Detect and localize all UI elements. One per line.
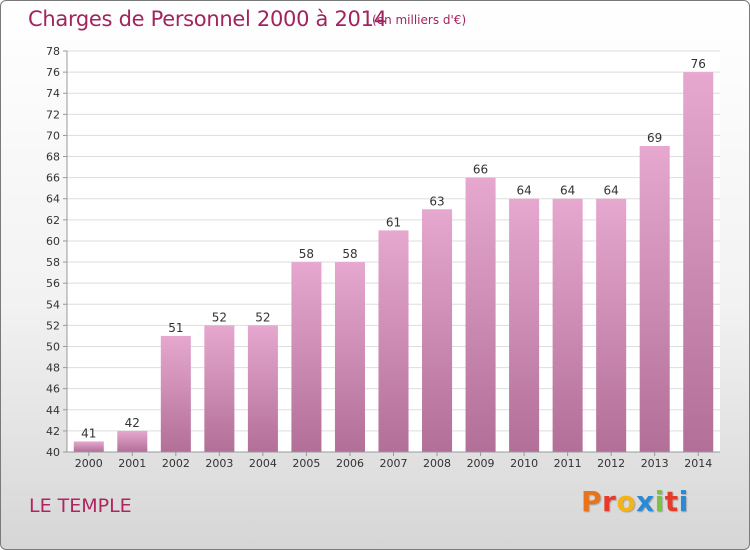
logo-letter: o — [616, 485, 637, 518]
x-tick-label-2001: 2001 — [118, 457, 146, 470]
x-tick-label-2005: 2005 — [292, 457, 320, 470]
y-axis-ticks: 40 42 44 46 48 50 52 54 56 58 60 62 64 66 68 70 72 74 76 78 — [46, 45, 67, 459]
y-tick-label: 42 — [46, 425, 60, 438]
value-label-2003: 52 — [212, 310, 227, 324]
logo-letter: x — [636, 485, 655, 518]
chart-title: Charges de Personnel 2000 à 2014 — [28, 7, 387, 31]
x-tick-label-2011: 2011 — [554, 457, 582, 470]
y-tick-label: 68 — [46, 151, 60, 164]
x-tick-label-2012: 2012 — [597, 457, 625, 470]
value-label-2002: 51 — [168, 321, 183, 335]
value-label-2001: 42 — [125, 416, 140, 430]
bar-2005 — [291, 262, 322, 452]
value-label-2008: 63 — [429, 194, 444, 208]
x-tick-label-2006: 2006 — [336, 457, 364, 470]
y-tick-label: 48 — [46, 362, 60, 375]
bar-2004 — [247, 325, 278, 452]
y-tick-label: 62 — [46, 214, 60, 227]
bar-2010 — [509, 198, 540, 452]
y-tick-label: 52 — [46, 319, 60, 332]
logo-letter: i — [678, 485, 689, 518]
bars: 41 42 51 52 52 58 58 61 63 66 64 64 64 69 76 — [73, 57, 714, 453]
bar-2011 — [552, 198, 583, 452]
x-tick-label-2013: 2013 — [641, 457, 669, 470]
y-tick-label: 60 — [46, 235, 60, 248]
logo-letter: r — [602, 485, 617, 518]
value-label-2007: 61 — [386, 215, 401, 229]
bar-2000 — [73, 441, 104, 452]
logo-letter: i — [654, 485, 665, 518]
y-tick-label: 54 — [46, 298, 60, 311]
commune-name: LE TEMPLE — [29, 495, 132, 517]
value-label-2012: 64 — [604, 184, 619, 198]
bar-2007 — [378, 230, 409, 452]
x-tick-label-2007: 2007 — [380, 457, 408, 470]
bar-2014 — [683, 72, 714, 453]
bar-2002 — [160, 335, 191, 452]
x-axis-ticks: 2000 2001 2002 2003 2004 2005 2006 2007 2008 2009… — [75, 452, 712, 470]
logo-letter: t — [664, 485, 679, 518]
value-label-2011: 64 — [560, 184, 575, 198]
y-tick-label: 44 — [46, 404, 60, 417]
value-label-2006: 58 — [342, 247, 357, 261]
y-tick-label: 76 — [46, 66, 60, 79]
value-label-2013: 69 — [647, 131, 662, 145]
y-tick-label: 78 — [46, 45, 60, 58]
value-label-2010: 64 — [516, 184, 531, 198]
y-tick-label: 40 — [46, 446, 60, 459]
y-tick-label: 58 — [46, 256, 60, 269]
bar-2003 — [204, 325, 235, 452]
bar-2008 — [422, 209, 453, 452]
proxiti-logo[interactable]: Proxiti — [581, 485, 689, 518]
chart-subtitle: (en milliers d'€) — [372, 13, 467, 27]
y-tick-label: 64 — [46, 193, 60, 206]
x-tick-label-2002: 2002 — [162, 457, 190, 470]
x-tick-label-2014: 2014 — [684, 457, 712, 470]
y-tick-label: 56 — [46, 277, 60, 290]
bar-2012 — [596, 198, 627, 452]
value-label-2009: 66 — [473, 163, 488, 177]
x-tick-label-2000: 2000 — [75, 457, 103, 470]
x-tick-label-2009: 2009 — [467, 457, 495, 470]
x-tick-label-2008: 2008 — [423, 457, 451, 470]
x-tick-label-2003: 2003 — [205, 457, 233, 470]
value-label-2000: 41 — [81, 426, 96, 440]
y-tick-label: 72 — [46, 108, 60, 121]
value-label-2004: 52 — [255, 310, 270, 324]
x-tick-label-2010: 2010 — [510, 457, 538, 470]
logo-letter: P — [581, 485, 603, 518]
bar-2009 — [465, 177, 496, 452]
bar-2006 — [334, 262, 365, 452]
x-tick-label-2004: 2004 — [249, 457, 277, 470]
value-label-2014: 76 — [691, 57, 706, 71]
y-tick-label: 46 — [46, 383, 60, 396]
y-tick-label: 70 — [46, 129, 60, 142]
y-tick-label: 50 — [46, 340, 60, 353]
value-label-2005: 58 — [299, 247, 314, 261]
y-tick-label: 66 — [46, 172, 60, 185]
bar-2013 — [639, 145, 670, 452]
y-tick-label: 74 — [46, 87, 60, 100]
bar-2001 — [117, 430, 148, 452]
